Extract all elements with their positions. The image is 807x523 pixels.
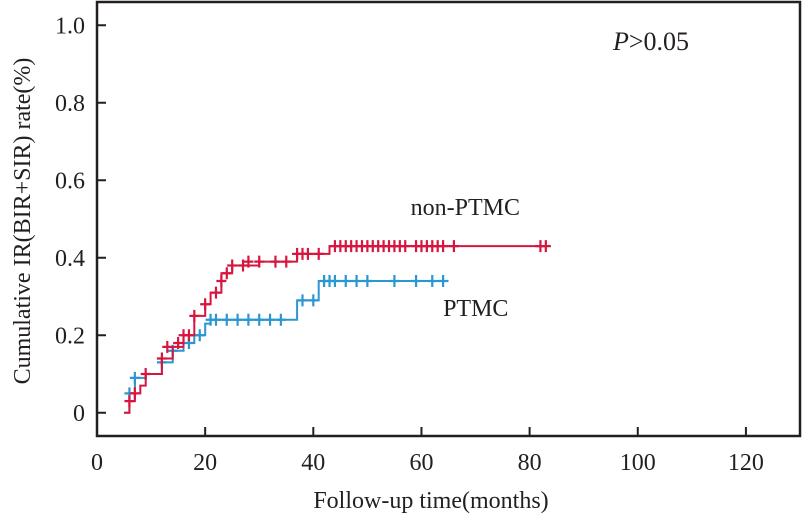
censor-mark-ptmc <box>254 313 265 326</box>
censor-mark-ptmc <box>351 275 362 287</box>
censor-mark-non-ptmc <box>216 275 227 287</box>
x-tick-label: 20 <box>193 450 217 476</box>
censor-mark-non-ptmc <box>221 267 232 280</box>
series-label-non-ptmc: non-PTMC <box>411 195 520 221</box>
censor-mark-non-ptmc <box>210 286 221 299</box>
y-axis-title: Cumulative IR(BIR+SIR) rate(%) <box>10 58 36 385</box>
censor-mark-non-ptmc <box>173 337 184 349</box>
censor-mark-ptmc <box>389 275 400 287</box>
censor-mark-ptmc <box>297 294 308 307</box>
censor-mark-non-ptmc <box>238 259 249 272</box>
series-label-ptmc: PTMC <box>443 296 508 322</box>
series-layer: PTMC non-PTMC <box>124 195 551 414</box>
censor-mark-non-ptmc <box>540 240 551 253</box>
censor-mark-non-ptmc <box>227 259 238 272</box>
censor-mark-ptmc <box>129 371 140 384</box>
censor-mark-ptmc <box>194 329 205 342</box>
x-tick-label: 0 <box>91 450 103 476</box>
censor-mark-ptmc <box>340 275 351 287</box>
censor-mark-non-ptmc <box>302 247 313 260</box>
plot-frame <box>95 0 802 438</box>
censor-mark-ptmc <box>275 313 286 326</box>
censor-mark-non-ptmc <box>438 240 449 253</box>
p-value-annotation: P>0.05 <box>612 27 689 56</box>
p-value-threshold: >0.05 <box>629 27 689 56</box>
x-axis-title: Follow-up time(months) <box>313 488 548 514</box>
censor-mark-non-ptmc <box>156 352 167 365</box>
censor-mark-ptmc <box>308 294 319 307</box>
censor-mark-non-ptmc <box>313 247 324 260</box>
censor-mark-ptmc <box>243 313 254 326</box>
y-tick-label: 0.6 <box>55 168 85 194</box>
y-tick-label: 0.8 <box>55 91 85 117</box>
censor-mark-non-ptmc <box>270 255 281 268</box>
censor-mark-ptmc <box>265 313 276 326</box>
censor-mark-non-ptmc <box>189 309 200 322</box>
censor-mark-ptmc <box>411 275 422 287</box>
censor-mark-ptmc <box>427 275 438 287</box>
censor-mark-non-ptmc <box>281 255 292 268</box>
censor-mark-ptmc <box>210 313 221 326</box>
x-tick-label: 40 <box>301 450 325 476</box>
x-tick-label: 120 <box>728 450 764 476</box>
censor-mark-non-ptmc <box>448 240 459 253</box>
censor-mark-non-ptmc <box>140 368 151 380</box>
y-tick-label: 0.4 <box>55 246 85 272</box>
censor-mark-ptmc <box>221 313 232 326</box>
censor-mark-non-ptmc <box>400 240 411 253</box>
censor-mark-non-ptmc <box>254 255 265 268</box>
x-tick-label: 80 <box>518 450 542 476</box>
x-tick-label: 60 <box>409 450 433 476</box>
censor-mark-non-ptmc <box>200 298 211 311</box>
x-tick-label: 100 <box>620 450 656 476</box>
censor-mark-ptmc <box>329 275 340 287</box>
y-tick-label: 0 <box>73 401 85 427</box>
y-tick-label: 1.0 <box>55 13 85 39</box>
censor-mark-non-ptmc <box>243 255 254 268</box>
censor-mark-non-ptmc <box>129 387 140 400</box>
censor-mark-non-ptmc <box>183 329 194 342</box>
y-tick-label: 0.2 <box>55 323 85 349</box>
axes: 0 20 40 60 80 100 120 0 0.2 0.4 0.6 0.8 1.0 <box>55 13 764 476</box>
censor-mark-ptmc <box>362 275 373 287</box>
censor-mark-non-ptmc <box>162 340 173 353</box>
series-non-ptmc-line <box>124 245 546 414</box>
censor-mark-non-ptmc <box>124 395 135 408</box>
p-value-symbol: P <box>612 27 629 56</box>
censor-mark-ptmc <box>232 313 243 326</box>
censor-mark-ptmc <box>438 275 449 287</box>
